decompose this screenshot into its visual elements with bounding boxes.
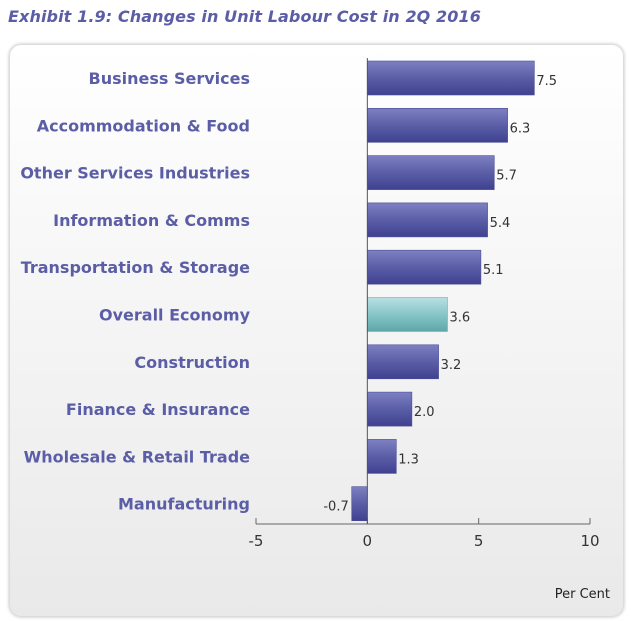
data-label: 2.0 bbox=[414, 405, 435, 420]
category-label: Transportation & Storage bbox=[21, 258, 250, 277]
data-label: -0.7 bbox=[323, 500, 348, 515]
bar bbox=[367, 202, 488, 238]
category-label: Construction bbox=[134, 353, 250, 372]
bar bbox=[367, 344, 439, 380]
bar bbox=[367, 249, 482, 285]
data-label: 6.3 bbox=[510, 121, 531, 136]
x-tick-label: 0 bbox=[363, 532, 373, 550]
x-tick-label: -5 bbox=[249, 532, 264, 550]
data-label: 7.5 bbox=[536, 74, 557, 89]
data-label: 5.7 bbox=[496, 169, 517, 184]
x-axis-unit-label: Per Cent bbox=[555, 587, 610, 602]
category-label: Business Services bbox=[89, 69, 251, 88]
bar bbox=[351, 486, 368, 522]
category-label: Manufacturing bbox=[118, 495, 250, 514]
category-label: Finance & Insurance bbox=[66, 400, 250, 419]
x-tick-label: 5 bbox=[474, 532, 484, 550]
bar bbox=[367, 439, 397, 474]
bar bbox=[367, 155, 495, 190]
category-label: Accommodation & Food bbox=[37, 116, 250, 135]
data-label: 3.6 bbox=[449, 311, 470, 326]
category-label: Wholesale & Retail Trade bbox=[24, 447, 251, 466]
data-label: 1.3 bbox=[398, 452, 419, 467]
category-label: Information & Comms bbox=[53, 211, 250, 230]
x-tick-label: 10 bbox=[580, 532, 599, 550]
data-label: 5.4 bbox=[490, 216, 511, 231]
category-label: Other Services Industries bbox=[20, 164, 250, 183]
bar bbox=[367, 297, 448, 332]
category-label: Overall Economy bbox=[99, 306, 251, 325]
data-label: 5.1 bbox=[483, 263, 504, 278]
chart-title: Exhibit 1.9: Changes in Unit Labour Cost… bbox=[8, 7, 481, 26]
data-label: 3.2 bbox=[441, 358, 462, 373]
bar bbox=[367, 391, 413, 427]
bar bbox=[367, 60, 535, 96]
bar bbox=[367, 108, 508, 143]
chart-panel bbox=[9, 44, 624, 617]
